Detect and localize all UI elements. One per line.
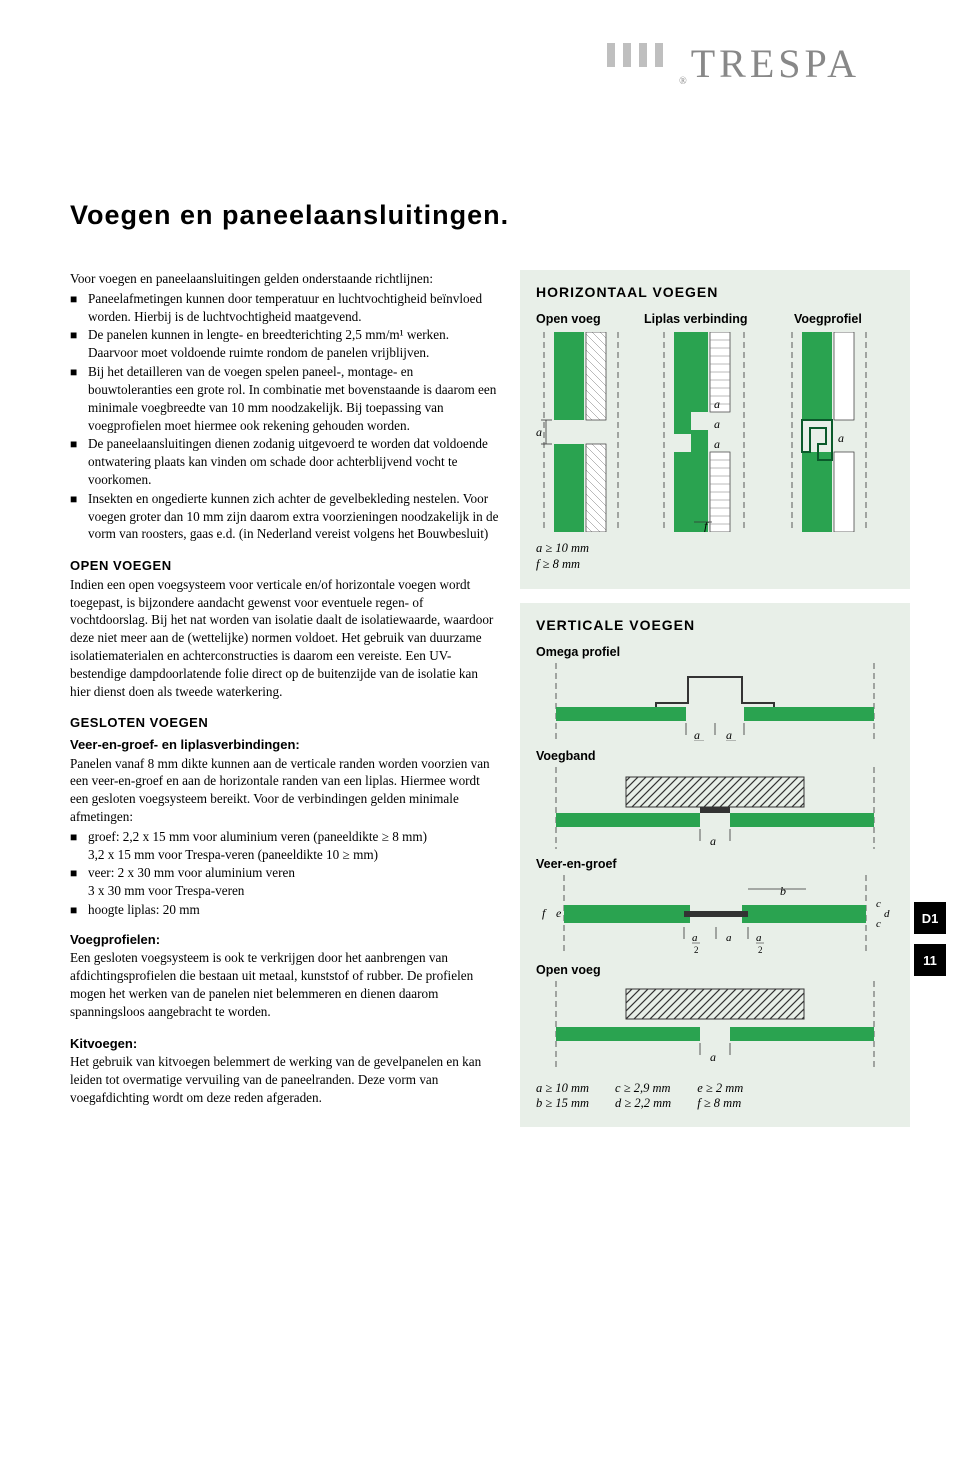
open-voegen-body: Indien een open voegsysteem voor vertica… <box>70 576 500 701</box>
svg-text:a: a <box>710 834 716 848</box>
label-omega: Omega profiel <box>536 645 894 659</box>
list-item: Bij het detailleren van de voegen spelen… <box>70 363 500 434</box>
vertical-voegen-box: VERTICALE VOEGEN Omega profiel a 2 a 2 V… <box>520 603 910 1127</box>
svg-text:f: f <box>542 906 547 920</box>
list-item: Paneelafmetingen kunnen door temperatuur… <box>70 290 500 326</box>
kitvoegen-body: Het gebruik van kitvoegen belemmert de w… <box>70 1053 500 1106</box>
diagram-liplas: a a a f <box>654 332 754 532</box>
svg-text:2: 2 <box>694 945 699 955</box>
intro-text: Voor voegen en paneelaansluitingen gelde… <box>70 270 500 288</box>
voegprofielen-heading: Voegprofielen: <box>70 931 500 949</box>
diagram-veer-groef: f e b c d c a 2 a a 2 <box>536 875 894 955</box>
svg-text:a: a <box>756 932 762 944</box>
horiz-diagrams-row: a a a a f <box>536 332 894 532</box>
svg-text:b: b <box>780 884 786 898</box>
label-open-voeg: Open voeg <box>536 312 644 326</box>
horizontal-voegen-box: HORIZONTAAL VOEGEN Open voeg Liplas verb… <box>520 270 910 589</box>
brand-header: ® TRESPA <box>607 40 860 87</box>
gesloten-voegen-heading: GESLOTEN VOEGEN <box>70 714 500 732</box>
svg-text:a: a <box>536 425 542 439</box>
svg-text:a: a <box>714 417 720 431</box>
tab-11: 11 <box>914 944 946 976</box>
svg-text:a: a <box>726 728 732 741</box>
diagram-voegprofiel: a <box>782 332 882 532</box>
svg-text:a: a <box>714 437 720 451</box>
list-item: groef: 2,2 x 15 mm voor aluminium veren … <box>70 828 500 864</box>
list-item: De paneelaansluitingen dienen zodanig ui… <box>70 435 500 488</box>
svg-text:a: a <box>726 932 732 944</box>
tab-d1: D1 <box>914 902 946 934</box>
vert-dim-notes: a ≥ 10 mm b ≥ 15 mm c ≥ 2,9 mm d ≥ 2,2 m… <box>536 1081 894 1111</box>
svg-text:c: c <box>876 918 881 930</box>
label-voegband: Voegband <box>536 749 894 763</box>
brand-marks <box>607 43 663 67</box>
label-open-voeg-v: Open voeg <box>536 963 894 977</box>
diagram-omega: a 2 a 2 <box>536 663 894 741</box>
list-item: Insekten en ongedierte kunnen zich achte… <box>70 490 500 543</box>
registered-symbol: ® <box>679 76 687 87</box>
page-tabs: D1 11 <box>914 902 946 976</box>
list-item: hoogte liplas: 20 mm <box>70 901 500 919</box>
diagram-open-voeg: a <box>536 332 626 532</box>
svg-text:d: d <box>884 908 890 920</box>
voegprofielen-body: Een gesloten voegsysteem is ook te verkr… <box>70 949 500 1020</box>
brand-name: TRESPA <box>691 40 860 87</box>
horiz-dim-note: a ≥ 10 mm f ≥ 8 mm <box>536 540 894 573</box>
svg-text:a: a <box>694 728 700 741</box>
kitvoegen-heading: Kitvoegen: <box>70 1035 500 1053</box>
guidelines-list: Paneelafmetingen kunnen door temperatuur… <box>70 290 500 543</box>
label-voegprofiel: Voegprofiel <box>794 312 894 326</box>
svg-text:e: e <box>556 906 562 920</box>
diagram-open-voeg-v: a <box>536 981 894 1067</box>
svg-text:f: f <box>704 519 709 532</box>
veer-groef-heading: Veer-en-groef- en liplasverbindingen: <box>70 736 500 754</box>
vert-heading: VERTICALE VOEGEN <box>536 617 894 633</box>
horiz-labels-row: Open voeg Liplas verbinding Voegprofiel <box>536 312 894 326</box>
list-item: veer: 2 x 30 mm voor aluminium veren 3 x… <box>70 864 500 900</box>
open-voegen-heading: OPEN VOEGEN <box>70 557 500 575</box>
svg-text:a: a <box>692 932 698 944</box>
veer-groef-body: Panelen vanaf 8 mm dikte kunnen aan de v… <box>70 755 500 826</box>
left-column: Voor voegen en paneelaansluitingen gelde… <box>70 270 500 1107</box>
svg-text:a: a <box>710 1050 716 1064</box>
diagram-voegband: a <box>536 767 894 849</box>
label-liplas: Liplas verbinding <box>644 312 794 326</box>
svg-text:c: c <box>876 898 881 910</box>
svg-text:2: 2 <box>758 945 763 955</box>
svg-text:a: a <box>714 397 720 411</box>
list-item: De panelen kunnen in lengte- en breedter… <box>70 326 500 362</box>
horiz-heading: HORIZONTAAL VOEGEN <box>536 284 894 300</box>
page-title: Voegen en paneelaansluitingen. <box>70 200 509 231</box>
right-column: HORIZONTAAL VOEGEN Open voeg Liplas verb… <box>520 270 910 1141</box>
label-veer-groef: Veer-en-groef <box>536 857 894 871</box>
svg-text:a: a <box>838 431 844 445</box>
dimensions-list: groef: 2,2 x 15 mm voor aluminium veren … <box>70 828 500 919</box>
